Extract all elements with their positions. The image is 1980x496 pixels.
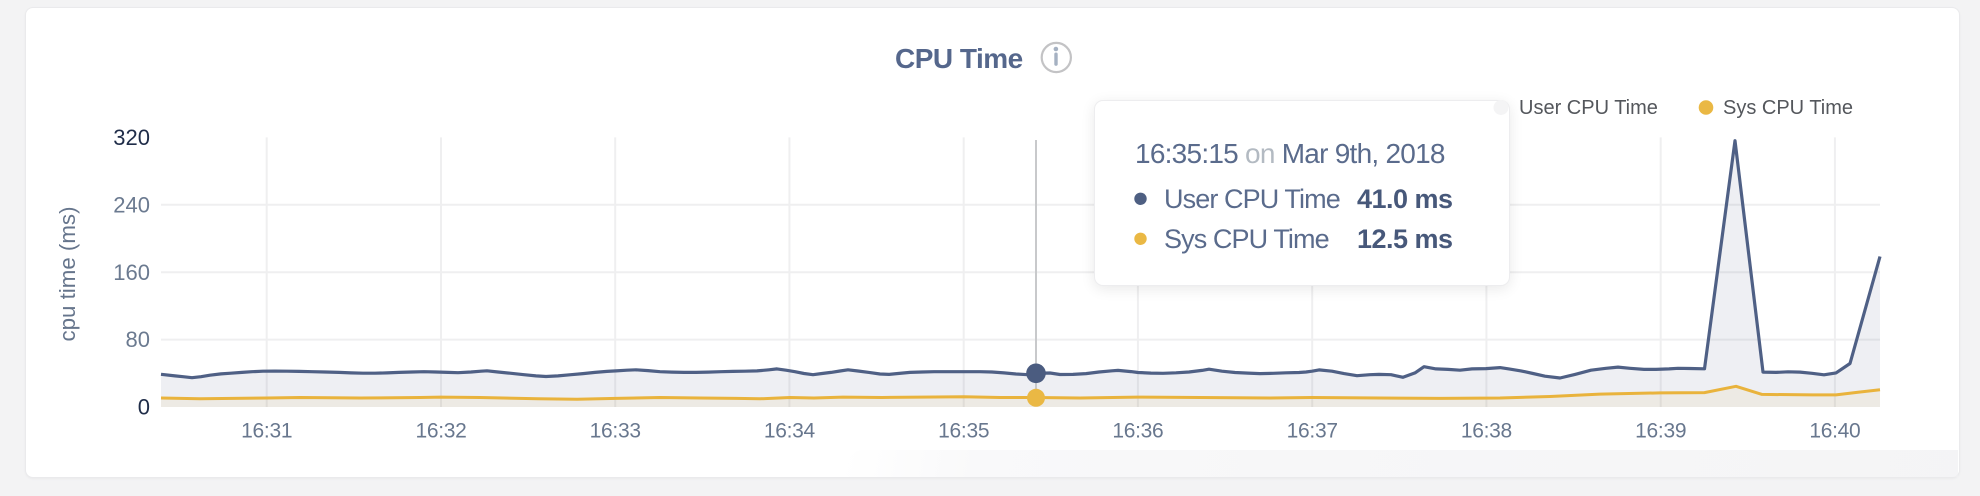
svg-text:16:32: 16:32 xyxy=(415,420,466,443)
svg-text:16:39: 16:39 xyxy=(1635,420,1686,443)
svg-text:240: 240 xyxy=(113,192,150,217)
svg-text:0: 0 xyxy=(138,395,150,420)
svg-text:16:37: 16:37 xyxy=(1287,420,1338,443)
svg-text:16:38: 16:38 xyxy=(1461,420,1512,443)
svg-text:16:35: 16:35 xyxy=(938,420,989,443)
svg-text:320: 320 xyxy=(113,125,150,150)
svg-text:160: 160 xyxy=(113,260,150,285)
svg-text:16:34: 16:34 xyxy=(764,420,816,443)
svg-text:16:40: 16:40 xyxy=(1809,420,1860,443)
svg-text:80: 80 xyxy=(126,327,150,352)
svg-text:cpu time (ms): cpu time (ms) xyxy=(55,206,80,341)
svg-text:16:36: 16:36 xyxy=(1112,420,1163,443)
svg-text:16:31: 16:31 xyxy=(241,420,292,443)
svg-text:16:33: 16:33 xyxy=(590,420,641,443)
